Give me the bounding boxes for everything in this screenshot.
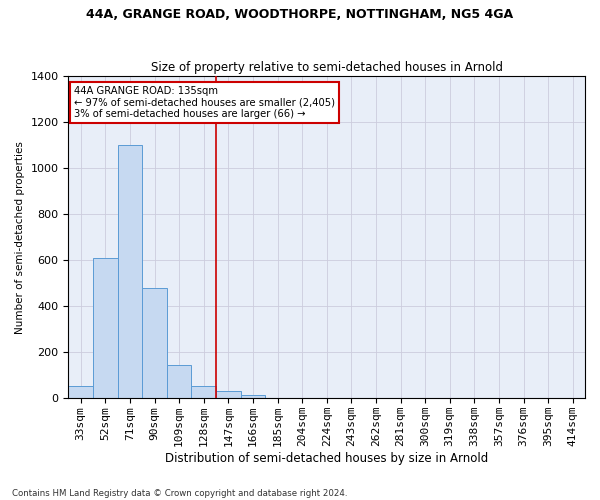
Bar	[142, 288, 167, 399]
Text: 44A, GRANGE ROAD, WOODTHORPE, NOTTINGHAM, NG5 4GA: 44A, GRANGE ROAD, WOODTHORPE, NOTTINGHAM…	[86, 8, 514, 20]
Bar	[93, 258, 118, 398]
Y-axis label: Number of semi-detached properties: Number of semi-detached properties	[15, 140, 25, 334]
Bar	[241, 395, 265, 398]
X-axis label: Distribution of semi-detached houses by size in Arnold: Distribution of semi-detached houses by …	[165, 452, 488, 465]
Text: Contains HM Land Registry data © Crown copyright and database right 2024.: Contains HM Land Registry data © Crown c…	[12, 488, 347, 498]
Bar	[191, 386, 216, 398]
Bar	[167, 365, 191, 398]
Text: 44A GRANGE ROAD: 135sqm
← 97% of semi-detached houses are smaller (2,405)
3% of : 44A GRANGE ROAD: 135sqm ← 97% of semi-de…	[74, 86, 335, 119]
Bar	[118, 145, 142, 399]
Bar	[68, 386, 93, 398]
Bar	[216, 392, 241, 398]
Title: Size of property relative to semi-detached houses in Arnold: Size of property relative to semi-detach…	[151, 60, 503, 74]
